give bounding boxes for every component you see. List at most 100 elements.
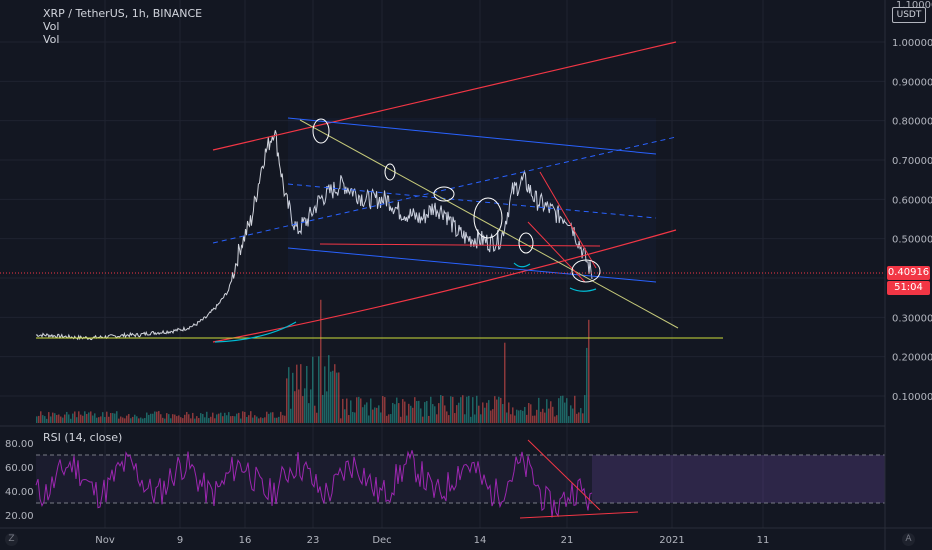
volume-bar [326, 391, 328, 423]
volume-bar [390, 414, 392, 423]
price-axis[interactable]: 1.10000 1.00000 0.90000 0.80000 0.70000 0.600… [892, 0, 932, 403]
rsi-axis[interactable]: 80.00 60.00 40.00 20.00 [5, 439, 34, 522]
price-label: 0.20000 [892, 353, 932, 364]
rsi-scale-label: 40.00 [5, 487, 34, 498]
volume-bar [340, 418, 342, 423]
trendline[interactable] [527, 221, 586, 283]
volume-bar [240, 418, 242, 423]
volume-bar [208, 418, 210, 423]
time-axis[interactable]: Nov 9 16 23 Dec 14 21 2021 11 [95, 535, 769, 546]
volume-bar [78, 411, 80, 423]
highlight-ellipse[interactable] [571, 259, 601, 283]
volume-bar [454, 413, 456, 423]
trendline[interactable] [287, 183, 657, 219]
volume-bar [86, 413, 88, 423]
volume-bar [516, 409, 518, 423]
volume-bar [418, 400, 420, 423]
volume-bar [460, 397, 462, 423]
volume-bar [586, 347, 588, 423]
currency-badge[interactable]: USDT [892, 7, 926, 23]
volume-bar [74, 411, 76, 423]
volume-bar [324, 366, 326, 423]
volume-bar [544, 412, 546, 423]
volume-bar [402, 399, 404, 423]
volume-bar [200, 413, 202, 423]
volume-bar [554, 416, 556, 423]
volume-bar [386, 415, 388, 423]
volume-bar [314, 405, 316, 423]
trendline[interactable] [212, 229, 677, 343]
volume-bar [502, 404, 504, 423]
volume-bar [568, 416, 570, 423]
volume-bar [450, 396, 452, 423]
volume-bar [562, 395, 564, 423]
volume-bar [478, 405, 480, 423]
volume-bar [436, 414, 438, 423]
volume-bar [572, 408, 574, 423]
volume-bar [448, 415, 450, 423]
highlight-ellipse[interactable] [473, 197, 503, 239]
bottom-arc[interactable] [214, 321, 297, 343]
volume-bar [480, 414, 482, 423]
bottom-arc[interactable] [569, 287, 597, 292]
volume-bar [216, 414, 218, 423]
volume-bar [238, 412, 240, 423]
volume-bar [470, 416, 472, 423]
volume-bar [576, 413, 578, 423]
volume-bar [494, 396, 496, 423]
trendline[interactable] [212, 41, 677, 151]
highlight-ellipse[interactable] [433, 186, 455, 202]
volume-bar [276, 417, 278, 423]
highlight-ellipse[interactable] [518, 232, 534, 254]
volume-bar [132, 416, 134, 423]
horizontal-level[interactable] [319, 243, 601, 247]
price-label: 1.00000 [892, 38, 932, 49]
volume-bar [88, 412, 90, 423]
volume-bar [114, 413, 116, 423]
volume-indicator-label-2[interactable]: Vol [43, 33, 60, 46]
rsi-line [35, 450, 593, 518]
symbol-title[interactable]: XRP / TetherUS, 1h, BINANCE [43, 7, 203, 20]
volume-bar [204, 417, 206, 423]
auto-scale-button[interactable]: A [902, 533, 915, 546]
volume-bar [512, 407, 514, 423]
volume-bar [294, 391, 296, 423]
zoom-toggle-button[interactable]: Z [5, 533, 18, 546]
volume-bar [158, 411, 160, 423]
volume-bar [262, 418, 264, 423]
volume-indicator-label[interactable]: Vol [43, 20, 60, 33]
volume-bar [196, 416, 198, 423]
volume-bar [80, 414, 82, 423]
volume-bar [38, 415, 40, 423]
volume-bar [306, 365, 308, 423]
volume-bar [90, 411, 92, 423]
volume-bar [212, 412, 214, 423]
trendline[interactable] [539, 171, 597, 269]
volume-bar [124, 418, 126, 423]
rsi-trendline[interactable] [527, 439, 601, 511]
rsi-trendline[interactable] [519, 511, 639, 519]
trendline[interactable] [287, 117, 657, 155]
highlight-ellipse[interactable] [384, 163, 396, 181]
trendline[interactable] [299, 119, 679, 329]
rsi-indicator-label[interactable]: RSI (14, close) [43, 431, 123, 444]
volume-bar [458, 402, 460, 423]
volume-bar [424, 402, 426, 423]
bottom-arc[interactable] [513, 262, 531, 268]
volume-bar [170, 418, 172, 423]
volume-bar [148, 414, 150, 423]
volume-bar [532, 415, 534, 423]
volume-bar [192, 412, 194, 423]
volume-bar [408, 403, 410, 423]
highlight-ellipse[interactable] [312, 118, 330, 144]
volume-bar [100, 416, 102, 423]
trendline[interactable] [287, 247, 657, 283]
trend-drawings[interactable] [0, 41, 885, 343]
volume-bar [580, 408, 582, 423]
volume-bar [514, 415, 516, 423]
trendline[interactable] [212, 136, 677, 244]
volume-bar [406, 415, 408, 423]
price-label: 0.90000 [892, 77, 932, 88]
volume-bar [256, 416, 258, 423]
